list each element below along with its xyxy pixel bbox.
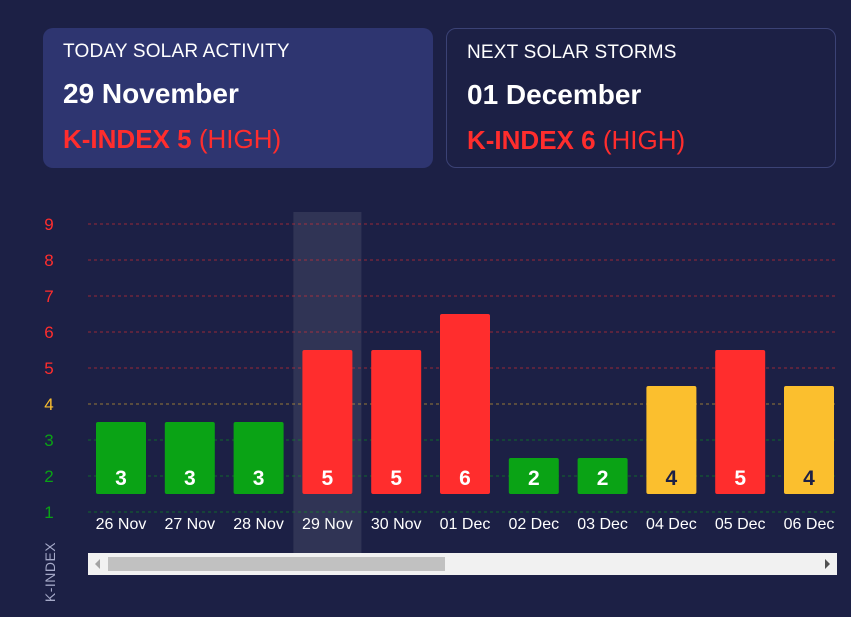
scroll-left-arrow-icon[interactable] bbox=[95, 559, 100, 569]
bar-value-label: 2 bbox=[528, 467, 540, 490]
bar-value-label: 2 bbox=[597, 467, 609, 490]
y-tick-label: 3 bbox=[44, 431, 53, 450]
today-k-index: K-INDEX 5 (HIGH) bbox=[63, 124, 413, 155]
y-tick-label: 6 bbox=[44, 323, 53, 342]
x-tick-label: 05 Dec bbox=[715, 516, 766, 533]
x-tick-label: 02 Dec bbox=[508, 516, 559, 533]
y-axis-label: K-INDEX bbox=[42, 541, 58, 603]
bar bbox=[440, 314, 490, 494]
bar bbox=[164, 422, 215, 494]
bar bbox=[371, 350, 422, 494]
next-k-value: K-INDEX 6 bbox=[467, 125, 596, 155]
bar-value-label: 4 bbox=[666, 467, 678, 490]
bar bbox=[715, 350, 766, 494]
bar bbox=[508, 458, 559, 494]
x-tick-label: 27 Nov bbox=[164, 516, 215, 533]
scroll-right-arrow-icon[interactable] bbox=[825, 559, 830, 569]
x-tick-label: 28 Nov bbox=[233, 516, 284, 533]
bar bbox=[233, 422, 284, 494]
today-k-level: (HIGH) bbox=[198, 124, 282, 154]
y-tick-label: 1 bbox=[44, 503, 53, 522]
bar bbox=[577, 458, 628, 494]
chart-horizontal-scrollbar[interactable] bbox=[88, 553, 837, 575]
y-tick-label: 4 bbox=[44, 395, 53, 414]
bar bbox=[646, 386, 697, 494]
bar-value-label: 5 bbox=[322, 467, 334, 490]
scrollbar-thumb[interactable] bbox=[108, 557, 445, 571]
x-tick-label: 01 Dec bbox=[440, 516, 491, 533]
plot-edge-mask bbox=[837, 200, 851, 550]
today-card-date: 29 November bbox=[63, 78, 239, 109]
bar-value-label: 5 bbox=[390, 467, 402, 490]
y-tick-label: 8 bbox=[44, 251, 53, 270]
x-tick-label: 06 Dec bbox=[784, 516, 835, 533]
bar-value-label: 3 bbox=[184, 467, 196, 490]
bar bbox=[302, 350, 353, 494]
bar bbox=[96, 422, 146, 494]
y-tick-label: 7 bbox=[44, 287, 53, 306]
next-k-level: (HIGH) bbox=[602, 125, 686, 155]
y-tick-label: 2 bbox=[44, 467, 53, 486]
y-tick-label: 9 bbox=[44, 215, 53, 234]
today-k-value: K-INDEX 5 bbox=[63, 124, 192, 154]
bar-value-label: 4 bbox=[803, 467, 815, 490]
x-tick-label: 29 Nov bbox=[302, 516, 353, 533]
x-tick-label: 30 Nov bbox=[371, 516, 422, 533]
x-tick-label: 26 Nov bbox=[96, 516, 147, 533]
y-tick-label: 5 bbox=[44, 359, 53, 378]
next-card-date: 01 December bbox=[467, 79, 642, 110]
x-tick-label: 03 Dec bbox=[577, 516, 628, 533]
today-card-heading: TODAY SOLAR ACTIVITY bbox=[63, 41, 290, 62]
today-activity-card: TODAY SOLAR ACTIVITY 29 November K-INDEX… bbox=[43, 28, 433, 168]
bar-value-label: 5 bbox=[734, 467, 746, 490]
next-k-index: K-INDEX 6 (HIGH) bbox=[467, 125, 815, 156]
x-tick-label: 04 Dec bbox=[646, 516, 697, 533]
next-card-heading: NEXT SOLAR STORMS bbox=[467, 42, 677, 63]
bar-value-label: 6 bbox=[459, 467, 471, 490]
bar-value-label: 3 bbox=[115, 467, 127, 490]
next-storms-card: NEXT SOLAR STORMS 01 December K-INDEX 6 … bbox=[446, 28, 836, 168]
bar-value-label: 3 bbox=[253, 467, 265, 490]
bar bbox=[784, 386, 834, 494]
